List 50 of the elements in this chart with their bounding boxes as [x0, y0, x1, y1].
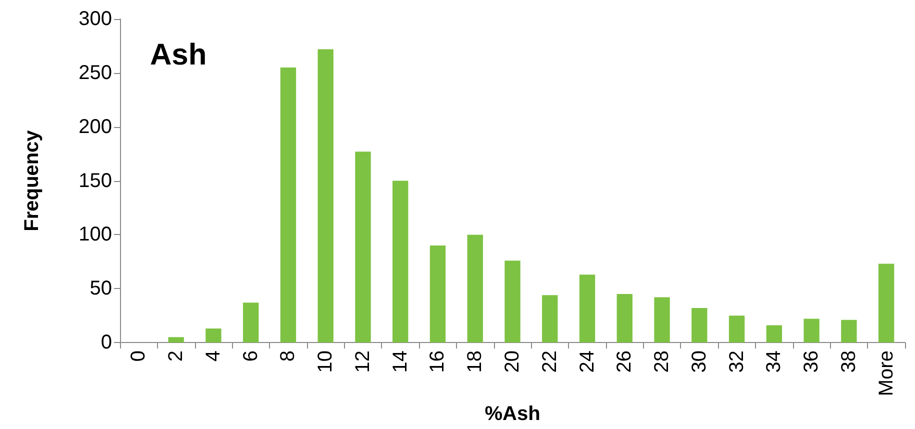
x-tick-label: 18 [464, 350, 486, 373]
x-tick-label: 12 [352, 350, 374, 373]
x-tick-label: 32 [726, 350, 748, 373]
x-tick-label: 38 [838, 350, 860, 373]
x-tick-label: 20 [502, 350, 524, 373]
bar [168, 337, 184, 343]
bar [579, 274, 596, 343]
y-tick-label: 300 [78, 8, 112, 30]
x-tick-label: 10 [314, 350, 337, 373]
y-tick-label: 250 [78, 62, 112, 84]
x-tick-label: 8 [277, 350, 300, 362]
bar [766, 325, 782, 343]
x-tick-label: 34 [763, 350, 786, 373]
x-tick-label: 16 [426, 350, 449, 373]
bar [616, 294, 632, 343]
x-tick-label: 14 [389, 350, 412, 373]
x-axis-title: %Ash [484, 403, 540, 425]
x-tick-label: 28 [651, 350, 674, 373]
x-tick-label: More [875, 350, 898, 396]
bar [242, 302, 259, 343]
x-tick-label: 26 [614, 350, 636, 373]
y-tick-label: 50 [90, 278, 112, 300]
bar [206, 328, 222, 343]
y-axis-title: Frequency [21, 129, 43, 232]
bar [430, 245, 446, 343]
bar [467, 234, 483, 343]
bar [355, 152, 371, 343]
x-tick-label: 36 [800, 350, 823, 373]
bar [692, 308, 708, 343]
x-tick-label: 6 [240, 350, 262, 362]
x-tick-label: 2 [165, 350, 188, 362]
y-tick-label: 100 [78, 224, 112, 246]
x-tick-label: 24 [576, 350, 598, 373]
bar [504, 260, 520, 343]
bar [542, 295, 558, 343]
y-tick-label: 200 [78, 116, 112, 138]
text: Ash [150, 38, 207, 72]
bar [280, 68, 296, 343]
x-tick-label: 22 [538, 350, 561, 373]
bar [654, 297, 670, 343]
bar [392, 180, 408, 343]
x-tick-label: 30 [688, 350, 710, 373]
x-tick-label: 4 [202, 350, 224, 362]
bar [878, 264, 894, 343]
y-tick-label: 150 [78, 170, 112, 192]
bar [804, 318, 820, 343]
x-tick-label: 0 [128, 350, 150, 362]
bar [728, 316, 745, 343]
bar [841, 320, 857, 343]
bar [318, 49, 334, 343]
